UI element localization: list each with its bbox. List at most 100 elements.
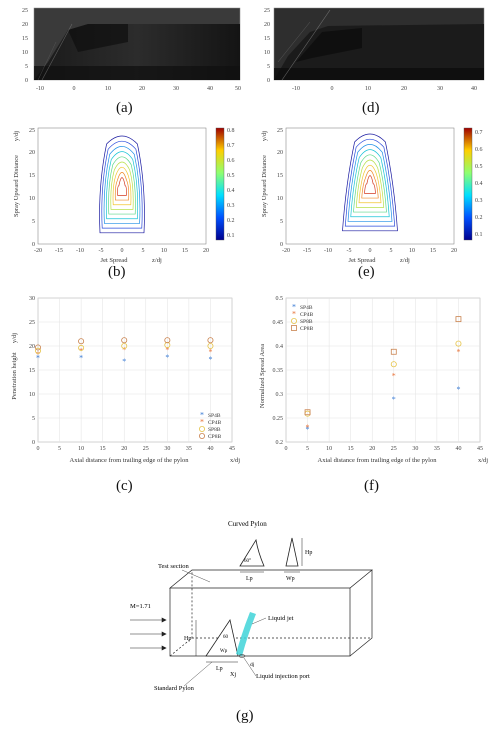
- e-ytick: 5: [280, 219, 283, 225]
- contour-level: [105, 151, 139, 220]
- a-ytick: 20: [22, 22, 28, 28]
- data-point-cp4b: *: [306, 423, 310, 432]
- y-tick-label: 10: [29, 392, 35, 398]
- x-tick-label: 15: [100, 446, 106, 452]
- panel-b-contour: 0.8 0.7 0.6 0.5 0.4 0.3 0.2 0.1 -20 -15 …: [13, 127, 235, 264]
- panel-a-y-ticks: 0 5 10 15 20 25: [22, 8, 28, 84]
- cb-tick: 0.4: [227, 188, 235, 194]
- label-xj: Xj: [230, 672, 236, 678]
- contour-level: [355, 159, 385, 208]
- cb-tick: 0.1: [227, 233, 235, 239]
- curved-pylon-front: [285, 537, 299, 567]
- b-xtick: -10: [76, 248, 84, 254]
- caption-d: (d): [362, 100, 380, 116]
- legend-marker: [198, 432, 205, 439]
- contour-level: [361, 170, 379, 199]
- data-point-cp4b: *: [122, 345, 126, 354]
- y-axis-label: Normalized Spread Area: [259, 344, 266, 408]
- e-xtick: -10: [324, 248, 332, 254]
- colorbar-e-ticks: 0.7 0.6 0.5 0.4 0.3 0.2 0.1: [475, 130, 483, 238]
- contour-lines-e: [342, 133, 398, 232]
- d-ytick: 20: [264, 22, 270, 28]
- x-tick-label: 10: [78, 446, 84, 452]
- cb-tick: 0.6: [227, 158, 235, 164]
- y-tick-label: 25: [29, 320, 35, 326]
- panel-f: 0 5 10 15 20 25 30 35 40 45 0.2 0.25 0.3 0.35 0.4 0.45 0…: [252, 292, 496, 494]
- y-tick-label: 0.2: [276, 440, 284, 446]
- panel-d-x-ticks: -10 0 10 20 30 40: [292, 86, 477, 92]
- x-tick-label: 15: [348, 446, 354, 452]
- d-xtick: -10: [292, 86, 300, 92]
- panel-a: 0 5 10 15 20 25 -10 0 10 20 30 40 50 (a): [8, 2, 248, 116]
- contour-level: [347, 144, 393, 222]
- y-tick-label: 15: [29, 368, 35, 374]
- label-angle-60: 60: [223, 635, 229, 640]
- e-xtick: -20: [282, 248, 290, 254]
- legend-marker: [291, 317, 298, 324]
- b-xtick: 15: [182, 248, 188, 254]
- curved-pylon-side: [239, 538, 265, 567]
- b-xtick: 0: [121, 248, 124, 254]
- contour-level: [350, 149, 390, 218]
- cb-tick: 0.5: [475, 164, 483, 170]
- data-point-cp8b: [78, 338, 85, 345]
- y-axis-unit: y/dj: [11, 333, 18, 343]
- d-ytick: 10: [264, 50, 270, 56]
- y-tick-label: 0.25: [273, 416, 284, 422]
- x-tick-label: 25: [391, 446, 397, 452]
- cb-tick: 0.8: [227, 128, 235, 134]
- colorbar-b: [215, 127, 225, 241]
- data-point-cp8b: [455, 316, 462, 323]
- legend-label: CP4B: [300, 312, 313, 318]
- data-point-sp8b: [78, 344, 85, 351]
- label-test-section: Test section: [158, 563, 190, 570]
- cb-tick: 0.4: [475, 181, 483, 187]
- b-xtick: -5: [99, 248, 104, 254]
- label-wp-inset: Wp: [286, 576, 295, 582]
- e-xtick: -5: [347, 248, 352, 254]
- data-point-cp8b: [390, 348, 397, 355]
- e-xtick: 5: [390, 248, 393, 254]
- legend-label: SP8B: [208, 427, 221, 433]
- a-ytick: 15: [22, 36, 28, 42]
- standard-pylon: [205, 618, 239, 657]
- panel-b-y-ticks: 0 5 10 15 20 25: [29, 128, 35, 248]
- b-ytick: 25: [29, 128, 35, 134]
- e-yunit: y/dj: [261, 131, 268, 141]
- x-tick-label: 45: [477, 446, 483, 452]
- data-point-cp8b: [121, 337, 128, 344]
- e-xtick: 10: [409, 248, 415, 254]
- contour-level: [110, 161, 134, 210]
- cb-tick: 0.2: [227, 218, 235, 224]
- a-xtick: -10: [36, 86, 44, 92]
- b-xtick: -15: [55, 248, 63, 254]
- d-ytick: 0: [267, 78, 270, 84]
- e-ytick: 0: [280, 242, 283, 248]
- label-injection-port: Liquid injection port: [256, 673, 310, 680]
- a-xtick: 30: [173, 86, 179, 92]
- y-tick-label: 0.45: [273, 320, 284, 326]
- contour-lines-b: [99, 135, 145, 234]
- label-liquid-jet: Liquid jet: [268, 615, 294, 622]
- contour-level: [342, 133, 398, 232]
- x-tick-label: 30: [412, 446, 418, 452]
- y-axis-label: Penetration height: [11, 352, 18, 400]
- d-ytick: 25: [264, 8, 270, 14]
- x-tick-label: 30: [164, 446, 170, 452]
- x-tick-label: 0: [285, 446, 288, 452]
- legend-label: CP8B: [208, 434, 221, 440]
- d-xtick: 30: [437, 86, 443, 92]
- d-xtick: 20: [401, 86, 407, 92]
- b-ytick: 15: [29, 173, 35, 179]
- a-xtick: 50: [235, 86, 241, 92]
- b-ytick: 20: [29, 150, 35, 156]
- a-ytick: 25: [22, 8, 28, 14]
- colorbar-b-ticks: 0.8 0.7 0.6 0.5 0.4 0.3 0.2 0.1: [227, 128, 235, 239]
- y-tick-label: 0.3: [276, 392, 284, 398]
- liquid-jet: [236, 612, 256, 656]
- e-xtick: 20: [451, 248, 457, 254]
- data-point-sp8b: [455, 340, 462, 347]
- a-ytick: 5: [25, 64, 28, 70]
- injection-port: [238, 654, 246, 658]
- contour-level: [117, 177, 127, 196]
